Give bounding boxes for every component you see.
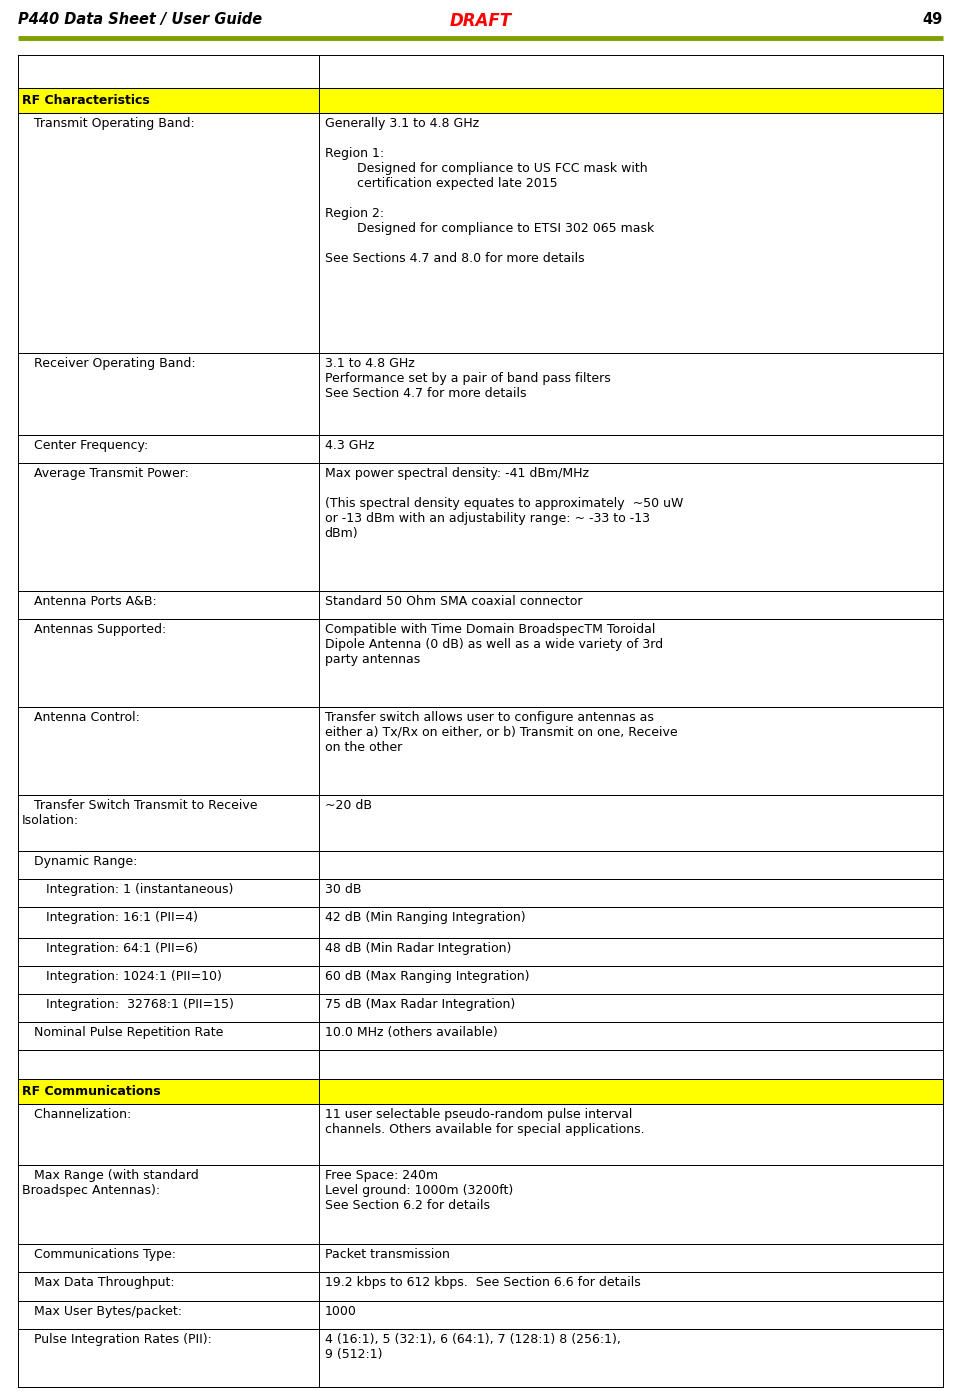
Text: DRAFT: DRAFT — [450, 13, 511, 29]
Text: 4.3 GHz: 4.3 GHz — [325, 439, 374, 451]
Text: Center Frequency:: Center Frequency: — [22, 439, 148, 451]
Text: Max Data Throughput:: Max Data Throughput: — [22, 1277, 175, 1289]
Text: RF Characteristics: RF Characteristics — [22, 94, 150, 108]
Text: Transfer switch allows user to configure antennas as
either a) Tx/Rx on either, : Transfer switch allows user to configure… — [325, 711, 678, 754]
Text: Integration: 16:1 (PII=4): Integration: 16:1 (PII=4) — [22, 911, 198, 923]
Text: Antenna Control:: Antenna Control: — [22, 711, 140, 724]
Text: 60 dB (Max Ranging Integration): 60 dB (Max Ranging Integration) — [325, 971, 530, 983]
Text: Packet transmission: Packet transmission — [325, 1249, 450, 1261]
Text: Antenna Ports A&B:: Antenna Ports A&B: — [22, 595, 157, 608]
Text: Average Transmit Power:: Average Transmit Power: — [22, 467, 189, 479]
Text: Max power spectral density: -41 dBm/MHz

(This spectral density equates to appro: Max power spectral density: -41 dBm/MHz … — [325, 467, 683, 539]
Text: P440 Data Sheet / User Guide: P440 Data Sheet / User Guide — [18, 13, 262, 27]
Text: 19.2 kbps to 612 kbps.  See Section 6.6 for details: 19.2 kbps to 612 kbps. See Section 6.6 f… — [325, 1277, 640, 1289]
Text: 3.1 to 4.8 GHz
Performance set by a pair of band pass filters
See Section 4.7 fo: 3.1 to 4.8 GHz Performance set by a pair… — [325, 358, 610, 400]
Text: 49: 49 — [923, 13, 943, 27]
Text: 48 dB (Min Radar Integration): 48 dB (Min Radar Integration) — [325, 943, 511, 956]
Text: Integration:  32768:1 (PII=15): Integration: 32768:1 (PII=15) — [22, 999, 234, 1011]
Text: Receiver Operating Band:: Receiver Operating Band: — [22, 358, 196, 370]
Text: 1000: 1000 — [325, 1305, 357, 1317]
Text: Nominal Pulse Repetition Rate: Nominal Pulse Repetition Rate — [22, 1027, 223, 1039]
Text: Compatible with Time Domain BroadspecTM Toroidal
Dipole Antenna (0 dB) as well a: Compatible with Time Domain BroadspecTM … — [325, 623, 663, 666]
Text: Max User Bytes/packet:: Max User Bytes/packet: — [22, 1305, 182, 1317]
Text: 11 user selectable pseudo-random pulse interval
channels. Others available for s: 11 user selectable pseudo-random pulse i… — [325, 1108, 644, 1136]
Text: 75 dB (Max Radar Integration): 75 dB (Max Radar Integration) — [325, 999, 515, 1011]
Text: Transfer Switch Transmit to Receive
Isolation:: Transfer Switch Transmit to Receive Isol… — [22, 799, 258, 827]
Text: Transmit Operating Band:: Transmit Operating Band: — [22, 117, 195, 130]
Text: Dynamic Range:: Dynamic Range: — [22, 855, 137, 868]
Bar — [18, 88, 943, 113]
Text: Free Space: 240m
Level ground: 1000m (3200ft)
See Section 6.2 for details: Free Space: 240m Level ground: 1000m (32… — [325, 1169, 513, 1213]
Bar — [18, 1078, 943, 1104]
Text: ~20 dB: ~20 dB — [325, 799, 372, 812]
Text: 4 (16:1), 5 (32:1), 6 (64:1), 7 (128:1) 8 (256:1),
9 (512:1): 4 (16:1), 5 (32:1), 6 (64:1), 7 (128:1) … — [325, 1333, 621, 1361]
Text: 42 dB (Min Ranging Integration): 42 dB (Min Ranging Integration) — [325, 911, 526, 923]
Text: 30 dB: 30 dB — [325, 883, 361, 895]
Text: Pulse Integration Rates (PII):: Pulse Integration Rates (PII): — [22, 1333, 211, 1345]
Text: Antennas Supported:: Antennas Supported: — [22, 623, 166, 637]
Text: Generally 3.1 to 4.8 GHz

Region 1:
        Designed for compliance to US FCC ma: Generally 3.1 to 4.8 GHz Region 1: Desig… — [325, 117, 653, 265]
Text: Integration: 1 (instantaneous): Integration: 1 (instantaneous) — [22, 883, 234, 895]
Text: RF Communications: RF Communications — [22, 1085, 160, 1098]
Text: Standard 50 Ohm SMA coaxial connector: Standard 50 Ohm SMA coaxial connector — [325, 595, 582, 608]
Text: Channelization:: Channelization: — [22, 1108, 132, 1122]
Text: Max Range (with standard
Broadspec Antennas):: Max Range (with standard Broadspec Anten… — [22, 1169, 199, 1197]
Text: Integration: 1024:1 (PII=10): Integration: 1024:1 (PII=10) — [22, 971, 222, 983]
Text: Integration: 64:1 (PII=6): Integration: 64:1 (PII=6) — [22, 943, 198, 956]
Text: Communications Type:: Communications Type: — [22, 1249, 176, 1261]
Text: 10.0 MHz (others available): 10.0 MHz (others available) — [325, 1027, 498, 1039]
